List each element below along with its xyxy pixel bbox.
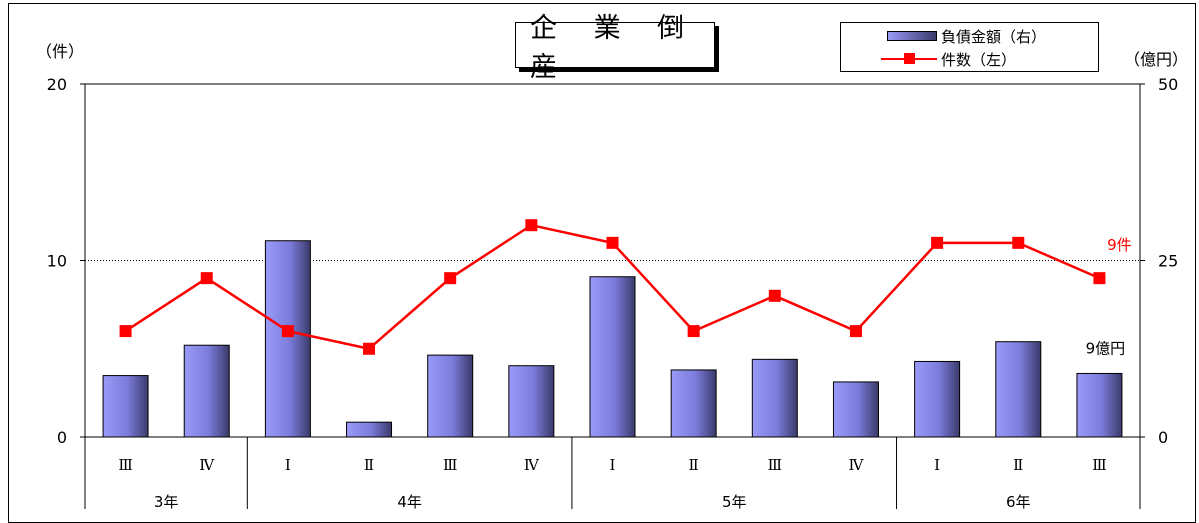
category-tick-label: Ⅲ [1092, 456, 1106, 474]
legend-line-swatch [881, 53, 937, 65]
line-point [687, 325, 700, 338]
line-point [363, 342, 376, 355]
category-tick-label: Ⅳ [524, 456, 540, 474]
bar [508, 365, 555, 438]
category-tick-label: Ⅱ [689, 456, 699, 474]
line-point [525, 219, 538, 232]
legend-bar-swatch [887, 31, 937, 41]
bar-last-annotation: 9億円 [1086, 339, 1126, 357]
line-point [606, 236, 619, 249]
legend-line-label: 件数（左） [941, 50, 1017, 69]
bar [346, 421, 393, 438]
line-point [1093, 272, 1106, 285]
right-tick-label: 50 [1158, 75, 1178, 94]
legend: 負債金額（右） 件数（左） [840, 22, 1099, 72]
year-group-label: 4年 [397, 493, 422, 509]
legend-item-bar: 負債金額（右） [841, 25, 1046, 47]
bar [264, 240, 311, 438]
line-last-annotation: 9件 [1107, 236, 1132, 254]
category-tick-label: Ⅳ [848, 456, 864, 474]
legend-bar-label: 負債金額（右） [941, 27, 1047, 46]
line-point [119, 325, 132, 338]
bar [1076, 372, 1123, 438]
bar [427, 354, 474, 438]
chart-title: 企 業 倒 産 [515, 13, 715, 83]
left-axis-unit: （件） [36, 42, 85, 61]
bar [832, 381, 879, 438]
category-tick-label: Ⅲ [118, 456, 132, 474]
left-tick-label: 10 [47, 252, 67, 271]
right-tick-label: 25 [1158, 252, 1178, 271]
category-tick-label: Ⅱ [364, 456, 374, 474]
bar [589, 276, 636, 438]
line-point [1012, 236, 1025, 249]
year-group-label: 3年 [154, 493, 179, 509]
chart-canvas: 0 10 20 0 25 50 Ⅲ Ⅳ Ⅰ Ⅱ Ⅲ Ⅳ Ⅰ Ⅱ Ⅲ Ⅳ Ⅰ Ⅱ Ⅲ 3年 4年 5年 6年 9件 9億円 [47, 75, 1178, 509]
line-point [849, 325, 862, 338]
bar [183, 344, 230, 438]
legend-item-line: 件数（左） [841, 48, 1016, 70]
category-tick-label: Ⅲ [768, 456, 782, 474]
category-tick-label: Ⅰ [934, 456, 940, 474]
bar [670, 369, 717, 438]
left-tick-label: 20 [47, 75, 67, 94]
category-tick-label: Ⅰ [610, 456, 616, 474]
bar [995, 341, 1042, 438]
right-tick-label: 0 [1158, 428, 1168, 447]
bar [914, 360, 961, 438]
year-group-label: 5年 [722, 493, 747, 509]
category-tick-label: Ⅱ [1013, 456, 1023, 474]
right-axis-unit: （億円） [1124, 50, 1189, 69]
bar [102, 375, 149, 438]
year-group-label: 6年 [1006, 493, 1031, 509]
line-point [200, 272, 213, 285]
category-tick-label: Ⅲ [443, 456, 457, 474]
line-point [768, 289, 781, 302]
line-point [444, 272, 457, 285]
bar [751, 358, 798, 438]
left-tick-label: 0 [57, 428, 67, 447]
category-tick-label: Ⅰ [285, 456, 291, 474]
category-tick-label: Ⅳ [199, 456, 215, 474]
line-point [281, 325, 294, 338]
line-point [931, 236, 944, 249]
